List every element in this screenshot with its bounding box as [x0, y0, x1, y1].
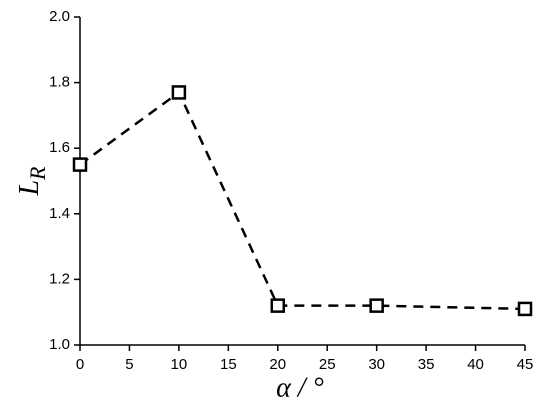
y-tick-label: 1.8 — [49, 74, 70, 91]
x-tick-label: 20 — [269, 356, 286, 373]
marker — [270, 298, 286, 313]
x-axis-label: α / ° — [276, 372, 324, 403]
y-tick-label: 1.0 — [49, 336, 70, 353]
x-tick-label: 0 — [76, 356, 84, 373]
y-tick-label: 1.4 — [49, 205, 70, 222]
x-tick-label: 35 — [418, 356, 435, 373]
y-tick-label: 1.6 — [49, 139, 70, 156]
x-tick-label: 15 — [220, 356, 237, 373]
y-axis-label-subscript: R — [25, 166, 50, 181]
marker — [369, 298, 384, 313]
x-tick-label: 25 — [319, 356, 336, 373]
marker — [517, 301, 533, 317]
x-tick-label: 30 — [368, 356, 385, 373]
y-axis-label: LR — [14, 166, 50, 197]
marker — [171, 85, 187, 100]
y-axis-label-main: L — [14, 180, 45, 197]
x-tick-label: 10 — [171, 356, 188, 373]
x-tick-label: 5 — [125, 356, 133, 373]
x-tick-label: 45 — [517, 356, 534, 373]
series-line — [79, 90, 526, 311]
x-tick-label: 40 — [467, 356, 484, 373]
y-tick-label: 2.0 — [49, 8, 70, 25]
marker — [72, 157, 88, 172]
y-tick-label: 1.2 — [49, 270, 70, 287]
